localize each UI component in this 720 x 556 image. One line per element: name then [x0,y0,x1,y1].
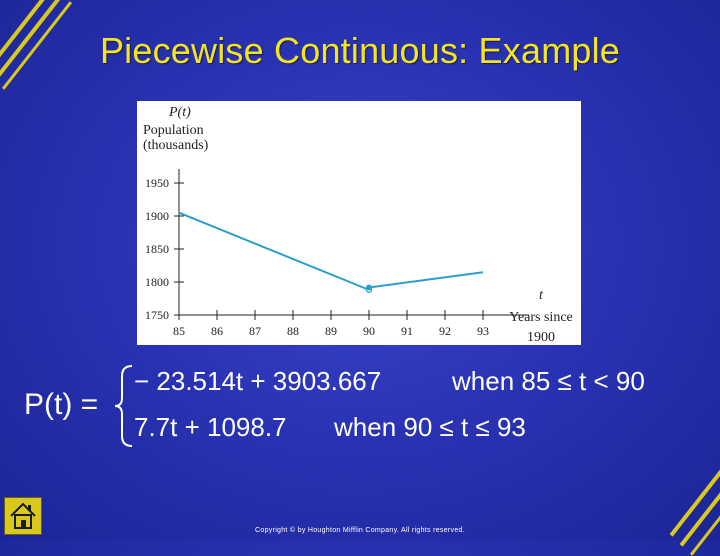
piecewise-formula: P(t) = − 23.514t + 3903.667 when 85 ≤ t <… [0,356,720,456]
x-tick-label-85: 85 [173,324,185,338]
copyright-notice: Copyright © by Houghton Mifflin Company.… [255,527,465,534]
case-2-expression: 7.7t + 1098.7 [134,412,287,442]
population-chart: 1750 1800 1850 1900 1950 85 86 87 88 89 90 91 92 93 P(… [143,105,573,345]
x-tick-label-88: 88 [287,324,299,338]
y-tick-label-1950: 1950 [145,176,169,190]
y-axis-label-line-3: (thousands) [143,138,209,153]
x-tick-label-91: 91 [401,324,413,338]
series-2-line [368,271,484,289]
x-axis-label-line-2: Years since [509,310,573,325]
y-tick-label-1750: 1750 [145,308,169,322]
series-1-line [178,211,370,291]
x-tick-label-90: 90 [363,324,375,338]
series-2-filled-endpoint [366,284,372,291]
y-tick-label-1800: 1800 [145,275,169,289]
x-tick-label-93: 93 [477,324,489,338]
left-brace [114,365,133,447]
y-axis-label-line-1: P(t) [168,105,191,120]
y-axis-label-line-2: Population [143,123,204,138]
x-tick-label-86: 86 [211,324,223,338]
case-1-expression: − 23.514t + 3903.667 [134,366,382,396]
x-tick-label-92: 92 [439,324,451,338]
home-icon [10,502,36,529]
chart-panel: 1750 1800 1850 1900 1950 85 86 87 88 89 90 91 92 93 P(… [137,101,581,345]
y-tick-label-1900: 1900 [145,209,169,223]
x-tick-label-89: 89 [325,324,337,338]
formula-case-2: 7.7t + 1098.7 when 90 ≤ t ≤ 93 [134,412,526,443]
y-tick-label-1850: 1850 [145,242,169,256]
formula-case-1: − 23.514t + 3903.667 when 85 ≤ t < 90 [134,366,645,397]
home-button[interactable] [4,497,42,535]
slide-title: Piecewise Continuous: Example [99,30,621,71]
case-1-condition: when 85 ≤ t < 90 [452,366,645,396]
x-tick-label-87: 87 [249,324,261,338]
formula-lhs: P(t) = [24,388,99,421]
x-axis-label-line-3: 1900 [527,330,555,345]
case-2-condition: when 90 ≤ t ≤ 93 [334,412,526,442]
x-axis-label-line-1: t [539,288,544,303]
